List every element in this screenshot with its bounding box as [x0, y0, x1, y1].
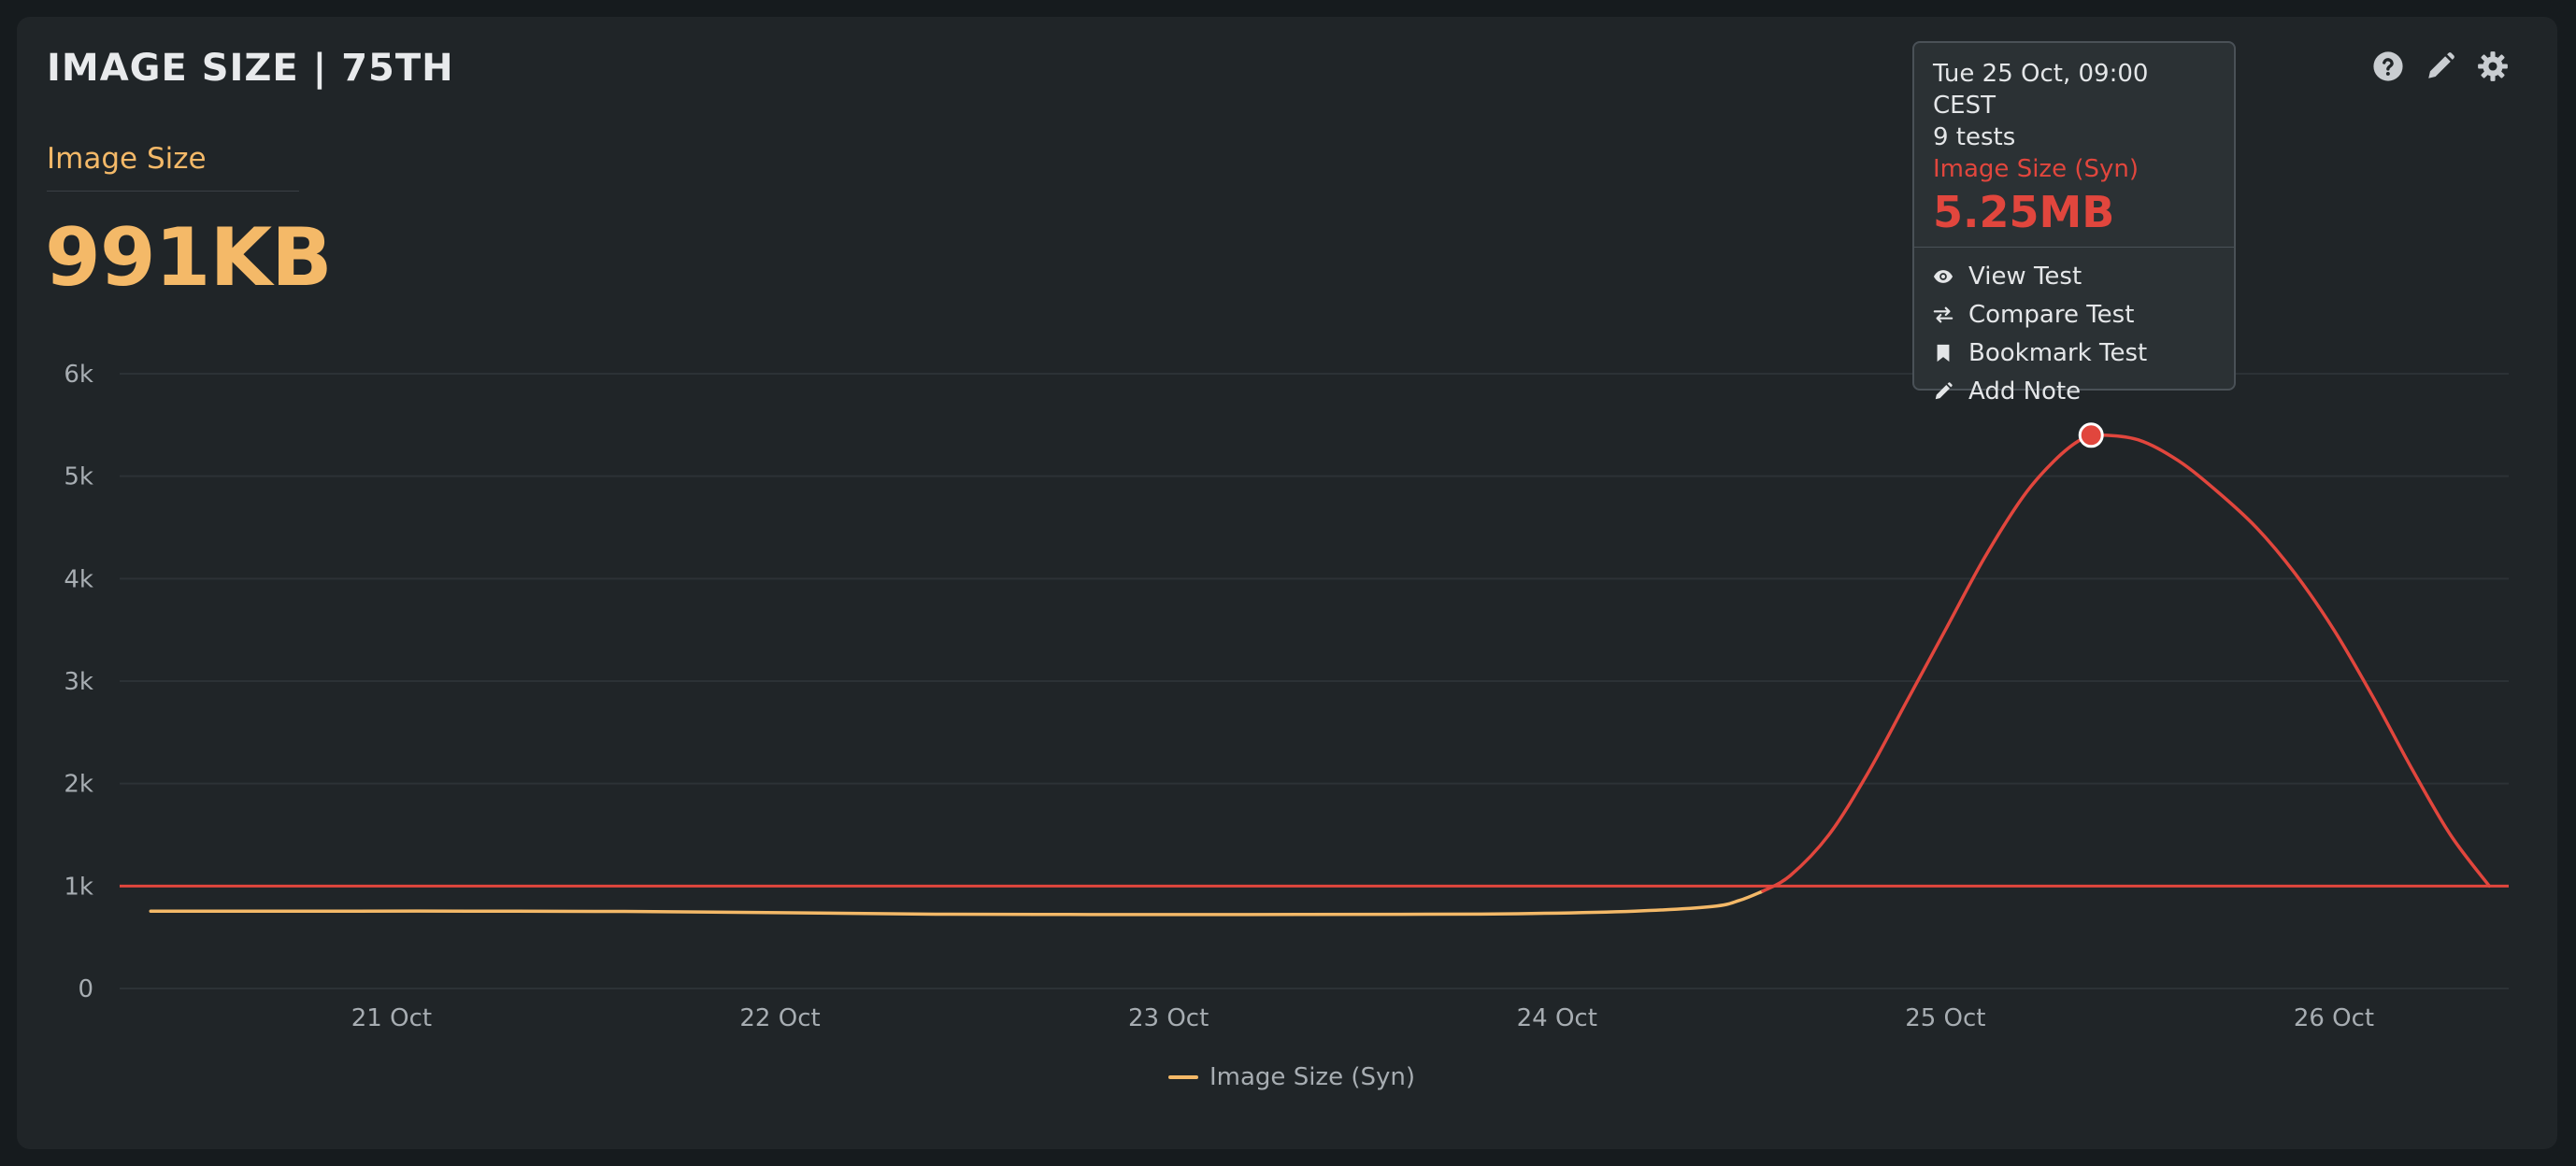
y-tick-label: 0: [78, 975, 93, 1003]
y-tick-label: 6k: [64, 361, 93, 389]
y-tick-label: 3k: [64, 668, 93, 696]
highlighted-data-point[interactable]: [2080, 424, 2102, 447]
bookmark-test-action[interactable]: Bookmark Test: [1933, 334, 2215, 372]
legend-label: Image Size (Syn): [1209, 1063, 1415, 1091]
legend-swatch: [1168, 1075, 1198, 1079]
y-axis-ticks: 0 1k 2k 3k 4k 5k 6k: [64, 361, 93, 1003]
x-tick-label: 21 Oct: [351, 1004, 432, 1032]
marker-layer: [2080, 424, 2102, 447]
x-tick-label: 24 Oct: [1517, 1004, 1597, 1032]
series-line-2[interactable]: [1763, 435, 2489, 891]
y-tick-label: 1k: [64, 873, 93, 901]
add-note-label: Add Note: [1968, 377, 2081, 405]
x-tick-label: 25 Oct: [1905, 1004, 1985, 1032]
x-tick-label: 23 Oct: [1128, 1004, 1209, 1032]
chart-legend[interactable]: Image Size (Syn): [1168, 1063, 1415, 1091]
pencil-icon: [1933, 381, 1953, 402]
compare-arrows-icon: [1933, 305, 1953, 325]
bookmark-icon: [1933, 343, 1953, 363]
eye-icon: [1933, 266, 1953, 287]
y-tick-label: 5k: [64, 463, 93, 491]
y-tick-label: 2k: [64, 771, 93, 799]
view-test-label: View Test: [1968, 263, 2082, 291]
y-tick-label: 4k: [64, 565, 93, 593]
tooltip-test-count: 9 tests: [1933, 121, 2215, 153]
series-layer: [150, 435, 2489, 915]
series-line-1[interactable]: [150, 891, 1763, 915]
tooltip-series-name: Image Size (Syn): [1933, 153, 2215, 185]
bookmark-test-label: Bookmark Test: [1968, 339, 2147, 367]
tooltip-date: Tue 25 Oct, 09:00 CEST: [1933, 58, 2215, 121]
tooltip-value: 5.25MB: [1933, 185, 2215, 239]
view-test-action[interactable]: View Test: [1933, 257, 2215, 295]
compare-test-label: Compare Test: [1968, 301, 2134, 329]
x-tick-label: 26 Oct: [2294, 1004, 2374, 1032]
chart-grid: [120, 374, 2509, 988]
x-tick-label: 22 Oct: [739, 1004, 820, 1032]
compare-test-action[interactable]: Compare Test: [1933, 295, 2215, 334]
data-point-tooltip: Tue 25 Oct, 09:00 CEST 9 tests Image Siz…: [1912, 41, 2236, 391]
x-axis-ticks: 21 Oct 22 Oct 23 Oct 24 Oct 25 Oct 26 Oct: [351, 1004, 2374, 1032]
add-note-action[interactable]: Add Note: [1933, 372, 2215, 410]
